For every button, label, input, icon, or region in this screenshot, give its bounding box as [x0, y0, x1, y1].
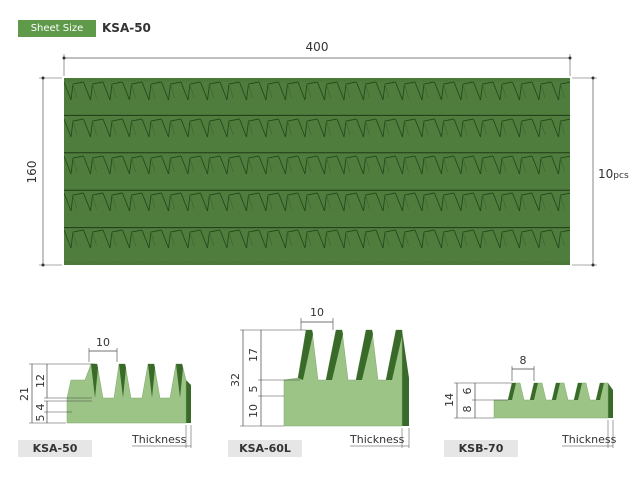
- sheet-width-dimension: 400: [62, 40, 572, 76]
- sheet-top-edge: [64, 78, 570, 82]
- ksa50-total-label: 21: [18, 387, 31, 401]
- ksb70-tooth-label: 6: [461, 388, 474, 395]
- sheet-width-label: 400: [306, 40, 329, 54]
- ksa50-mid-label: 4: [34, 404, 47, 411]
- ksa60l-height-dimensions: 32 17 5 10: [229, 329, 306, 427]
- ksb70-pitch-label: 8: [520, 354, 527, 367]
- ksa50-tooth-label: 12: [34, 374, 47, 388]
- ksb70-total-label: 14: [443, 393, 456, 407]
- ksb70-height-dimensions: 14 6 8: [443, 382, 512, 419]
- ksa50-pitch-label: 10: [96, 336, 110, 349]
- ksb70-base-label: 8: [461, 406, 474, 413]
- sheet-quantity-dimension: 10pcs: [572, 76, 629, 267]
- profile-label-ksb-70: KSB-70: [444, 440, 518, 457]
- ksa60l-mid-label: 5: [247, 386, 260, 393]
- ksa60l-thickness-label: Thickness: [349, 433, 405, 446]
- profile-tooth-shadows: [508, 383, 604, 400]
- sheet-size-label: Sheet Size: [30, 23, 84, 34]
- ksa60l-base-label: 10: [247, 404, 260, 418]
- sheet-strip-dividers: [64, 114, 570, 229]
- sheet-teeth-texture: [64, 78, 570, 265]
- profile-label-ksa-50: KSA-50: [18, 440, 92, 457]
- sheet-height-label: 160: [25, 161, 39, 184]
- sheet-height-dimension: 160: [25, 76, 62, 267]
- profile-tooth-shadows: [91, 364, 183, 398]
- ksa50-base-label: 5: [34, 415, 47, 422]
- ksa60l-pitch-dimension: 10: [300, 306, 334, 330]
- profile-ksa-60l: 10 32 17 5 10 Thickness: [229, 306, 410, 448]
- model-name: KSA-50: [102, 21, 151, 35]
- sheet-size-badge: Sheet Size: [18, 20, 96, 37]
- profile-side-face: [186, 380, 191, 423]
- ksa50-thickness-label: Thickness: [131, 433, 187, 446]
- sheet-bottom-edge: [64, 261, 570, 265]
- profile-side-face: [608, 383, 613, 418]
- ksa50-thickness-dimension: Thickness: [131, 425, 192, 448]
- profile-label-ksa-60l: KSA-60L: [228, 440, 302, 457]
- profile-front-face: [66, 363, 187, 424]
- ksa60l-pitch-label: 10: [310, 306, 324, 319]
- ksa50-height-dimensions: 21 12 4 5: [18, 363, 95, 424]
- profile-tooth-shadows: [298, 330, 402, 380]
- profile-ksa-50: 10 21 12 4 5 Thickness: [18, 336, 192, 448]
- ksa60l-tooth-label: 17: [247, 348, 260, 362]
- ksa60l-thickness-dimension: Thickness: [349, 428, 410, 448]
- sheet-quantity-label: 10pcs: [598, 167, 629, 181]
- ksa50-pitch-dimension: 10: [88, 336, 118, 362]
- profile-ksb-70: 8 14 6 8 Thickness: [443, 354, 617, 448]
- ksa60l-total-label: 32: [229, 373, 242, 387]
- ksb70-pitch-dimension: 8: [511, 354, 535, 381]
- ksb70-thickness-label: Thickness: [561, 433, 617, 446]
- profile-side-face: [402, 330, 409, 426]
- ksb70-thickness-dimension: Thickness: [561, 420, 617, 448]
- sheet-panel: [64, 78, 570, 265]
